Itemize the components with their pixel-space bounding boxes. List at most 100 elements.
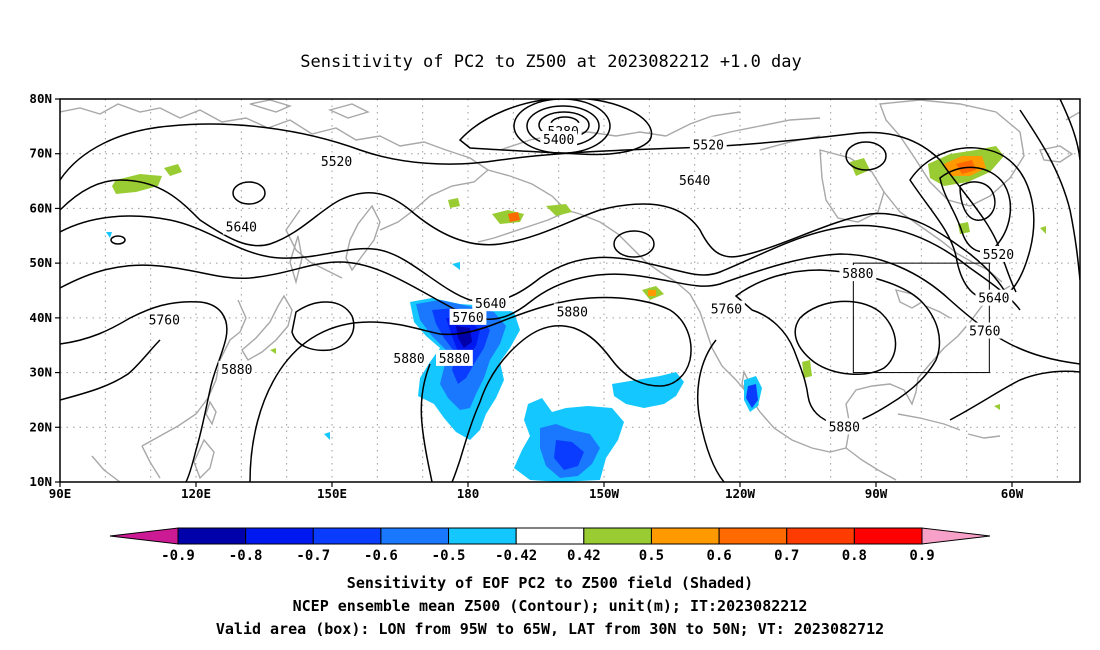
contour-label: 5880 — [439, 352, 470, 367]
colorbar-label: -0.6 — [364, 548, 398, 564]
lat-tick-label: 20N — [29, 419, 52, 434]
colorbar-segment — [448, 527, 517, 545]
contour-ellipse-asia — [232, 181, 266, 205]
contour-5760 — [60, 253, 1080, 365]
shade-green-canada — [850, 158, 870, 176]
shade-blue-dot-1 — [106, 232, 112, 238]
coastline-aleutians — [477, 211, 567, 243]
contour-label: 5520 — [693, 139, 724, 154]
coastline-arctic-islands — [249, 99, 370, 119]
contour-5880-high-us — [794, 300, 897, 375]
footer-line-2: NCEP ensemble mean Z500 (Contour); unit(… — [293, 597, 808, 615]
contour-labels: 5280540055205520564056405640576057605760… — [145, 122, 1017, 435]
colorbar-label: -0.42 — [495, 548, 537, 564]
figure-title: Sensitivity of PC2 to Z500 at 2023082212… — [300, 52, 802, 72]
contour-5880-east — [734, 269, 941, 426]
contour-label-bg — [553, 303, 591, 320]
contour-label: 5880 — [393, 352, 424, 367]
contour-label-bg — [390, 349, 428, 366]
colorbar-label: -0.5 — [432, 548, 466, 564]
contour-label-bg — [980, 245, 1017, 262]
colorbar: -0.9 -0.8 -0.7 -0.6 -0.5 -0.42 0.42 0.5 0.6 0.7 0.… — [109, 527, 991, 564]
shade-green-bering-2 — [546, 204, 572, 216]
colorbar-label: 0.9 — [909, 548, 934, 564]
contour-label: 5400 — [543, 133, 574, 148]
shade-green-dot-2 — [1040, 226, 1046, 234]
colorbar-over-triangle — [921, 527, 991, 545]
coastline-china — [141, 299, 247, 447]
contour-label-bg — [472, 295, 510, 312]
contour-label: 5640 — [226, 221, 257, 236]
contour-5880-inner-pacific — [420, 363, 433, 482]
contour-5880-central — [249, 296, 692, 482]
coastline-us-west — [689, 293, 737, 381]
contour-label: 5760 — [969, 325, 1000, 340]
contour-ellipse-small — [110, 235, 126, 245]
contour-label: 5760 — [149, 314, 180, 329]
shade-green-siberia — [112, 174, 162, 194]
contour-label-bg — [222, 218, 260, 235]
contour-5640-west — [60, 179, 1011, 301]
lat-tick-label: 50N — [29, 255, 52, 270]
colorbar-label: -0.9 — [161, 548, 195, 564]
lat-tick-label: 40N — [29, 310, 52, 325]
shade-light-blue-east — [612, 372, 684, 408]
shade-blue-dot-2 — [452, 262, 460, 270]
contour-label: 5640 — [475, 297, 506, 312]
colorbar-segment — [245, 527, 314, 545]
contour-greenland-trough-3 — [959, 181, 996, 221]
colorbar-segment — [786, 527, 855, 545]
coastline-indochina — [91, 445, 161, 482]
colorbar-label: -0.8 — [229, 548, 263, 564]
contour-label: 5520 — [321, 155, 352, 170]
shade-orange-bering — [508, 212, 520, 222]
coastline-siberia — [60, 103, 447, 151]
coastline-alaska — [487, 169, 691, 295]
colorbar-label: 0.7 — [774, 548, 799, 564]
contour-label-bg — [676, 172, 714, 189]
contour-label-bg — [449, 308, 487, 325]
colorbar-under-triangle — [109, 527, 179, 545]
contour-label-bg — [436, 349, 473, 366]
shade-blue-mexico — [746, 384, 758, 408]
colorbar-label: -0.7 — [296, 548, 330, 564]
shade-green-mexico — [802, 360, 812, 378]
contour-label: 5880 — [221, 363, 252, 378]
colorbar-segment — [583, 527, 652, 545]
lat-lon-grid — [60, 99, 1080, 482]
coastline-labrador — [883, 191, 1003, 283]
lon-tick-label: 120W — [725, 486, 756, 501]
colorbar-label: 0.6 — [706, 548, 731, 564]
lat-tick-label: 70N — [29, 146, 52, 161]
coastline-chukotka — [379, 149, 490, 231]
colorbar-label: 0.42 — [567, 548, 601, 564]
coastline-great-lakes — [894, 289, 951, 319]
map-frame — [59, 98, 1081, 483]
shade-green-okhotsk — [448, 198, 460, 208]
contour-label: 5520 — [983, 248, 1014, 263]
coastline-japan — [241, 294, 293, 361]
contour-label: 5880 — [557, 305, 588, 320]
contour-5400 — [458, 99, 653, 156]
contour-ellipse-gulf-alaska — [613, 230, 655, 258]
lat-tick-label: 80N — [29, 91, 52, 106]
coastline-central-america — [845, 447, 897, 481]
contour-label-bg — [825, 418, 863, 435]
lat-tick-label: 60N — [29, 200, 52, 215]
coastline-taiwan — [205, 400, 217, 426]
valid-area-box — [852, 262, 990, 374]
contour-label-bg — [540, 131, 578, 148]
lon-tick-label: 90W — [865, 486, 888, 501]
contour-label-bg — [839, 265, 877, 282]
coastline-greenland — [879, 99, 1025, 207]
contour-label: 5880 — [829, 420, 860, 435]
contour-north-atlantic — [1019, 109, 1080, 281]
contour-label-bg — [708, 300, 745, 317]
coastlines — [60, 99, 1080, 482]
contour-label: 5880 — [842, 267, 873, 282]
contour-label-bg — [689, 136, 727, 153]
colorbar-label: 0.5 — [639, 548, 664, 564]
shade-green-siberia-2 — [164, 164, 182, 176]
contour-5880-high-pacific — [291, 301, 355, 352]
